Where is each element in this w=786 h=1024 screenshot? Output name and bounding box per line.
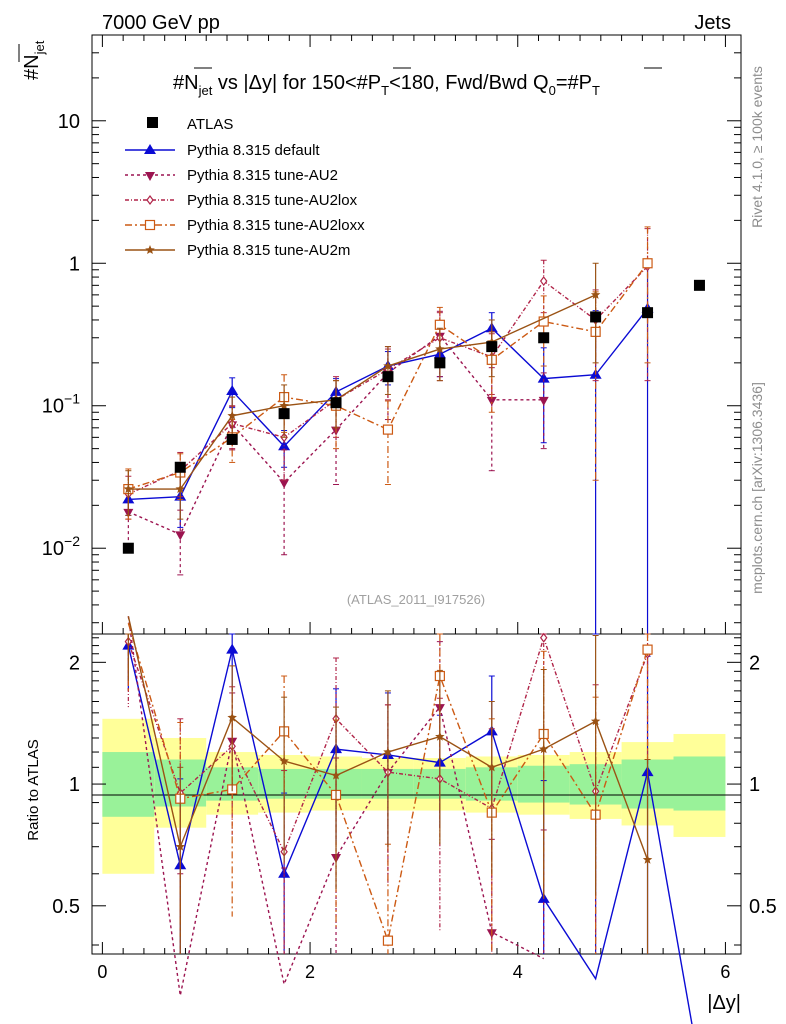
main-marker-pythia-8-315-tune-au2 (486, 396, 497, 406)
main-marker-pythia-8-315-tune-au2m (175, 484, 185, 494)
legend-marker-pythia-8-315-default (144, 144, 156, 154)
header-energy: 7000 GeV pp (102, 12, 220, 34)
ratio-y-tick-label: 0.5 (52, 896, 80, 918)
main-y-tick-label: 10−1 (42, 391, 80, 418)
atlas-data-point (278, 408, 290, 420)
legend-label-pythia-8-315-tune-au2lox: Pythia 8.315 tune-AU2lox (187, 192, 358, 209)
atlas-data-point (122, 542, 134, 554)
ratio-axis-label: Ratio to ATLAS (25, 739, 42, 840)
ratio-marker-pythia-8-315-default (226, 643, 239, 654)
main-marker-pythia-8-315-default (278, 440, 291, 451)
ratio-marker-pythia-8-315-tune-au2m (642, 854, 653, 864)
atlas-data-point (174, 461, 186, 473)
x-tick-label: 0 (97, 962, 107, 982)
atlas-data-point (486, 341, 498, 353)
main-marker-pythia-8-315-default (226, 384, 239, 395)
ratio-y-tick-label: 1 (69, 774, 80, 796)
svg-text:#Njet: #Njet (21, 40, 47, 80)
legend-marker-pythia-8-315-tune-au2loxx (144, 219, 156, 231)
main-marker-pythia-8-315-tune-au2m (590, 289, 601, 299)
main-marker-pythia-8-315-tune-au2lox (539, 276, 548, 287)
ratio-marker-pythia-8-315-tune-au2lox (539, 632, 548, 643)
ratio-marker-pythia-8-315-tune-au2m (487, 762, 497, 772)
main-marker-pythia-8-315-tune-au2 (538, 396, 549, 406)
ratio-y-tick-label-right: 0.5 (749, 896, 777, 918)
x-tick-label: 2 (305, 962, 315, 982)
legend-label-pythia-8-315-tune-au2m: Pythia 8.315 tune-AU2m (187, 242, 350, 259)
ratio-y-tick-label-right: 1 (749, 774, 760, 796)
atlas-data-point (642, 307, 654, 319)
header-jets: Jets (694, 12, 731, 34)
x-axis-label: |Δy| (707, 992, 741, 1014)
rivet-label: Rivet 4.1.0, ≥ 100k events (749, 66, 765, 228)
ratio-marker-pythia-8-315-tune-au2m (227, 712, 237, 722)
legend-label-pythia-8-315-default: Pythia 8.315 default (187, 142, 320, 159)
ratio-marker-pythia-8-315-tune-au2m (279, 756, 289, 766)
svg-text:#Njet vs |Δy| for 150<#PT<180: #Njet vs |Δy| for 150<#PT<180, Fwd/Bwd Q… (173, 72, 600, 98)
main-marker-pythia-8-315-tune-au2loxx (382, 424, 394, 435)
main-y-tick-label: 10 (58, 111, 80, 133)
ratio-marker-pythia-8-315-tune-au2loxx (382, 935, 394, 946)
main-marker-pythia-8-315-tune-au2loxx (642, 258, 653, 269)
y-axis-label: #Njet (18, 40, 47, 80)
ratio-marker-pythia-8-315-tune-au2m (590, 716, 601, 726)
x-tick-label: 6 (720, 962, 730, 982)
main-marker-pythia-8-315-tune-au2m (435, 344, 445, 354)
main-marker-pythia-8-315-default (537, 372, 550, 383)
atlas-data-point (590, 311, 602, 323)
legend-marker-atlas (147, 117, 158, 128)
legend-label-pythia-8-315-tune-au2: Pythia 8.315 tune-AU2 (187, 167, 338, 184)
ratio-marker-pythia-8-315-tune-au2m (538, 744, 549, 754)
main-y-tick-label: 1 (69, 253, 80, 275)
plot-title: #Njet vs |Δy| for 150<#PT<180, Fwd/Bwd Q… (173, 67, 662, 98)
ratio-marker-pythia-8-315-tune-au2loxx (642, 644, 653, 655)
legend-marker-pythia-8-315-tune-au2m (145, 245, 155, 254)
main-marker-pythia-8-315-tune-au2 (175, 531, 186, 541)
atlas-data-point (382, 371, 394, 383)
ratio-marker-pythia-8-315-tune-au2m (175, 841, 185, 851)
ratio-y-tick-label-right: 2 (749, 652, 760, 674)
main-marker-pythia-8-315-tune-au2m (279, 400, 289, 410)
atlas-data-point (538, 332, 550, 344)
atlas-data-point (226, 433, 238, 445)
main-marker-pythia-8-315-tune-au2 (279, 479, 290, 489)
main-marker-pythia-8-315-tune-au2m (383, 361, 393, 371)
main-marker-pythia-8-315-tune-au2m (227, 410, 237, 420)
main-line-pythia-8-315-tune-au2lox (128, 265, 649, 495)
band-inner (673, 756, 726, 811)
analysis-watermark: (ATLAS_2011_I917526) (347, 592, 485, 607)
x-tick-label: 4 (513, 962, 523, 982)
legend: ATLAS Pythia 8.315 default Pythia 8.315 t… (125, 116, 365, 259)
ratio-y-tick-label: 2 (69, 652, 80, 674)
ratio-line-pythia-8-315-tune-au2 (127, 616, 545, 996)
main-marker-pythia-8-315-tune-au2m (123, 484, 134, 494)
ratio-marker-pythia-8-315-tune-au2m (331, 770, 341, 780)
ratio-panel-frame (91, 633, 742, 955)
legend-marker-pythia-8-315-tune-au2lox (146, 195, 154, 205)
main-panel-atlas-data (122, 279, 705, 554)
main-line-pythia-8-315-tune-au2loxx (128, 262, 649, 490)
ratio-marker-pythia-8-315-tune-au2m (435, 731, 445, 741)
ratio-panel-series (122, 616, 693, 1024)
main-panel-series (122, 226, 654, 635)
main-y-tick-label: 10−2 (42, 533, 80, 560)
ratio-line-pythia-8-315-default (127, 645, 693, 1024)
ratio-marker-pythia-8-315-tune-au2m (383, 747, 393, 757)
legend-label-atlas: ATLAS (187, 116, 233, 133)
legend-marker-pythia-8-315-tune-au2 (145, 172, 155, 181)
axis-ticks: 0 2 4 6 10−2 10−1 1 10 0.5 0.5 1 1 2 2 (42, 34, 777, 982)
atlas-data-point (693, 279, 705, 291)
atlas-data-point (434, 357, 446, 369)
band-inner (102, 752, 155, 817)
legend-label-pythia-8-315-tune-au2loxx: Pythia 8.315 tune-AU2loxx (187, 217, 365, 234)
main-marker-pythia-8-315-tune-au2loxx (538, 316, 549, 327)
atlas-data-point (330, 397, 342, 409)
mcplots-label: mcplots.cern.ch [arXiv:1306.3436] (749, 382, 765, 594)
